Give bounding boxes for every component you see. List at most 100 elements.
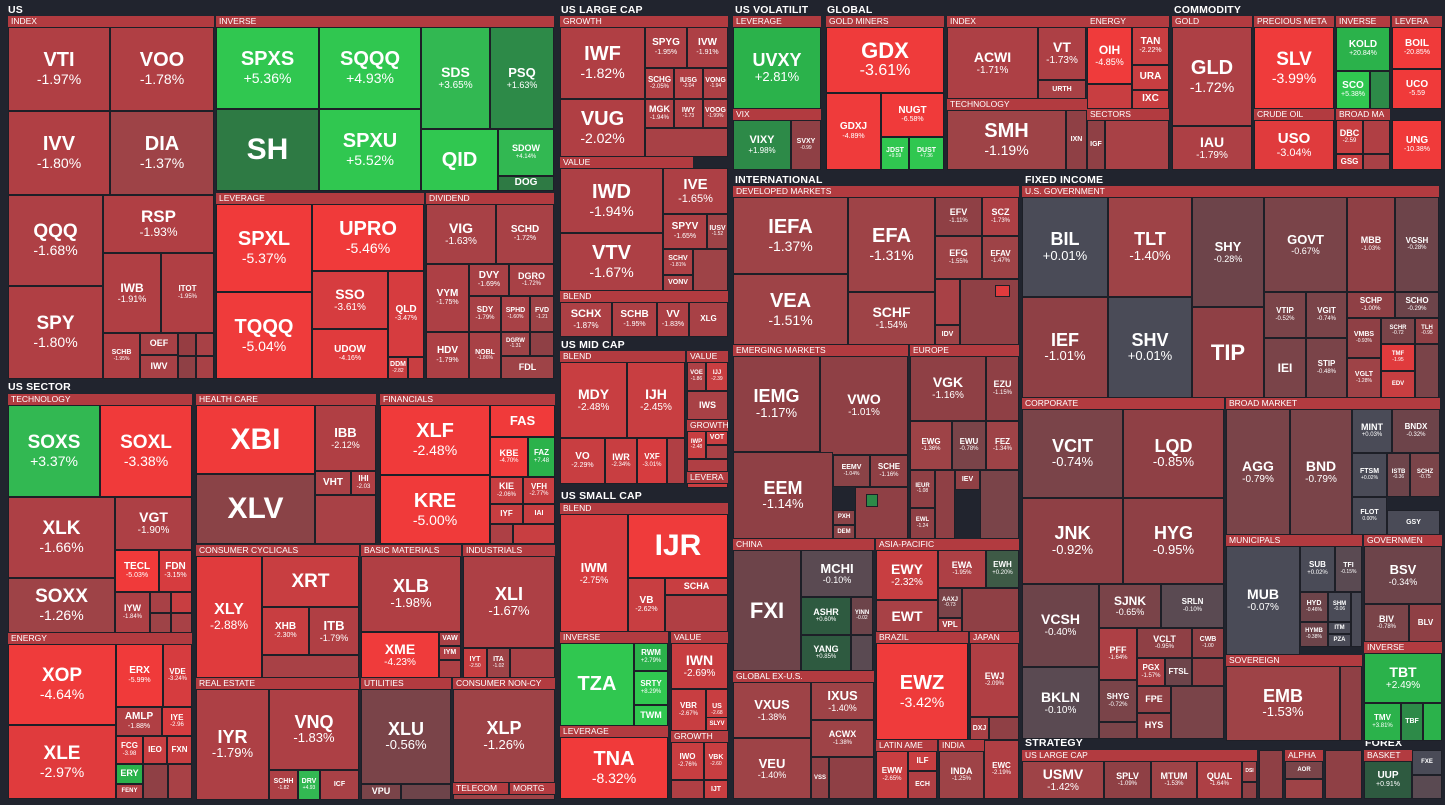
tile-idv[interactable]: IDV <box>935 325 960 345</box>
tile-jdst[interactable]: JDST +9.59 <box>881 137 909 170</box>
tile-unlabeled[interactable] <box>1171 686 1224 739</box>
tile-iau[interactable]: IAU -1.79% <box>1172 126 1252 170</box>
tile-vtip[interactable]: VTIP -0.52% <box>1264 292 1306 338</box>
tile-dsi[interactable]: DSI <box>1242 761 1257 782</box>
tile-vixy[interactable]: VIXY +1.98% <box>733 120 791 170</box>
tile-qld[interactable]: QLD -3.47% <box>388 271 424 357</box>
tile-tna[interactable]: TNA -8.32% <box>560 737 668 799</box>
tile-acwx[interactable]: ACWX -1.38% <box>811 720 874 757</box>
tile-nugt[interactable]: NUGT -6.58% <box>881 93 944 137</box>
tile-tbt[interactable]: TBT +2.49% <box>1364 653 1442 703</box>
tile-ief[interactable]: IEF -1.01% <box>1022 297 1108 398</box>
tile-schx[interactable]: SCHX -1.87% <box>560 302 612 337</box>
tile-schg[interactable]: SCHG -2.05% <box>645 68 674 99</box>
tile-ddm[interactable]: DDM -2.82 <box>388 357 408 379</box>
tile-unlabeled[interactable] <box>1325 750 1362 799</box>
tile-shm[interactable]: SHM -0.06 <box>1328 592 1351 622</box>
tile-bnd[interactable]: BND -0.79% <box>1290 409 1352 535</box>
tile-twm[interactable]: TWM <box>634 705 668 726</box>
tile-unlabeled[interactable] <box>513 524 555 544</box>
tile-fxi[interactable]: FXI <box>733 550 801 671</box>
tile-unlabeled[interactable] <box>1370 71 1390 109</box>
tile-unlabeled[interactable] <box>829 757 874 799</box>
tile-schv[interactable]: SCHV -1.81% <box>663 249 693 275</box>
tile-tip[interactable]: TIP <box>1192 307 1264 398</box>
tile-kbe[interactable]: KBE -4.70% <box>490 437 528 477</box>
tile-unlabeled[interactable] <box>168 764 192 799</box>
tile-iyf[interactable]: IYF <box>490 504 523 524</box>
tile-vmbs[interactable]: VMBS -0.93% <box>1347 318 1381 358</box>
tile-iwy[interactable]: IWY -1.73 <box>674 99 703 128</box>
tile-unlabeled[interactable] <box>150 592 171 613</box>
tile-voog[interactable]: VOOG -1.99% <box>703 99 728 128</box>
tile-udow[interactable]: UDOW -4.16% <box>312 329 388 379</box>
tile-sdy[interactable]: SDY -1.79% <box>469 296 501 332</box>
tile-schp[interactable]: SCHP -1.00% <box>1347 292 1395 318</box>
tile-sh[interactable]: SH <box>216 109 319 191</box>
tile-iws[interactable]: IWS <box>687 391 728 420</box>
tile-ewj[interactable]: EWJ -2.09% <box>970 643 1019 717</box>
tile-sqqq[interactable]: SQQQ +4.93% <box>319 27 421 109</box>
tile-vtv[interactable]: VTV -1.67% <box>560 233 663 291</box>
tile-unlabeled[interactable] <box>1259 750 1283 799</box>
tile-dgro[interactable]: DGRO -1.72% <box>509 264 554 296</box>
tile-ive[interactable]: IVE -1.65% <box>663 168 728 214</box>
tile-iwb[interactable]: IWB -1.91% <box>103 253 161 333</box>
tile-unlabeled[interactable] <box>671 780 704 799</box>
tile-uso[interactable]: USO -3.04% <box>1254 120 1334 170</box>
tile-pxh[interactable]: PXH <box>833 510 855 525</box>
tile-flot[interactable]: FLOT 0.00% <box>1352 497 1387 535</box>
tile-iwr[interactable]: IWR -2.34% <box>605 438 637 484</box>
tile-unlabeled[interactable] <box>1340 666 1362 741</box>
tile-uco[interactable]: UCO -5.59 <box>1392 69 1442 109</box>
tile-iwm[interactable]: IWM -2.75% <box>560 514 628 632</box>
tile-schd[interactable]: SCHD -1.72% <box>496 204 554 264</box>
tile-vss[interactable]: VSS <box>811 757 829 799</box>
tile-fpe[interactable]: FPE <box>1137 686 1171 713</box>
tile-ihi[interactable]: IHI -2.03 <box>351 471 376 495</box>
tile-qual[interactable]: QUAL -1.64% <box>1197 761 1242 799</box>
tile-dbc[interactable]: DBC -2.59 <box>1336 120 1363 154</box>
tile-tlt[interactable]: TLT -1.40% <box>1108 197 1192 297</box>
tile-xli[interactable]: XLI -1.67% <box>463 556 555 648</box>
tile-kold[interactable]: KOLD +20.84% <box>1336 27 1390 71</box>
tile-fdl[interactable]: FDL <box>501 356 554 379</box>
tile-xrt[interactable]: XRT <box>262 556 359 607</box>
tile-edv[interactable]: EDV <box>1381 371 1415 398</box>
tile-tlh[interactable]: TLH -0.95 <box>1415 318 1439 344</box>
tile-vcsh[interactable]: VCSH -0.40% <box>1022 584 1099 667</box>
tile-voe[interactable]: VOE -1.86 <box>687 362 706 391</box>
tile-ewl[interactable]: EWL -1.24 <box>910 508 935 539</box>
tile-fcg[interactable]: FCG -3.98 <box>116 736 143 764</box>
tile-ivw[interactable]: IVW -1.91% <box>687 27 728 68</box>
tile-svxy[interactable]: SVXY -0.99 <box>791 120 821 170</box>
tile-xhb[interactable]: XHB -2.30% <box>262 607 309 655</box>
tile-unlabeled[interactable] <box>935 279 960 325</box>
tile-scz[interactable]: SCZ -1.73% <box>982 197 1019 236</box>
tile-gdxj[interactable]: GDXJ -4.89% <box>826 93 881 170</box>
tile-unlabeled[interactable] <box>687 459 728 472</box>
tile-xlv[interactable]: XLV <box>196 474 315 544</box>
tile-schr[interactable]: SCHR -0.72 <box>1381 318 1415 344</box>
tile-veu[interactable]: VEU -1.40% <box>733 738 811 799</box>
tile-gsg[interactable]: GSG <box>1336 154 1363 170</box>
tile-vv[interactable]: VV -1.83% <box>657 302 689 337</box>
tile-xme[interactable]: XME -4.23% <box>361 632 439 678</box>
tile-ech[interactable]: ECH <box>908 771 937 799</box>
tile-unlabeled[interactable] <box>1099 722 1137 739</box>
tile-usmv[interactable]: USMV -1.42% <box>1022 761 1104 799</box>
tile-schz[interactable]: SCHZ -0.75 <box>1410 453 1440 497</box>
tile-ivv[interactable]: IVV -1.80% <box>8 111 110 195</box>
tile-fvd[interactable]: FVD -1.21 <box>530 296 554 332</box>
tile-schf[interactable]: SCHF -1.54% <box>848 292 935 345</box>
tile-ilf[interactable]: ILF <box>908 751 937 771</box>
tile-eem[interactable]: EEM -1.14% <box>733 452 833 539</box>
tile-unlabeled[interactable] <box>962 588 1019 632</box>
tile-mgk[interactable]: MGK -1.94% <box>645 99 674 128</box>
tile-ixc[interactable]: IXC <box>1132 90 1169 109</box>
tile-unlabeled[interactable] <box>980 470 1019 539</box>
tile-iemg[interactable]: IEMG -1.17% <box>733 356 820 452</box>
tile-ijr[interactable]: IJR <box>628 514 728 578</box>
tile-fdn[interactable]: FDN -3.15% <box>159 550 192 592</box>
tile-unlabeled[interactable] <box>665 595 728 632</box>
